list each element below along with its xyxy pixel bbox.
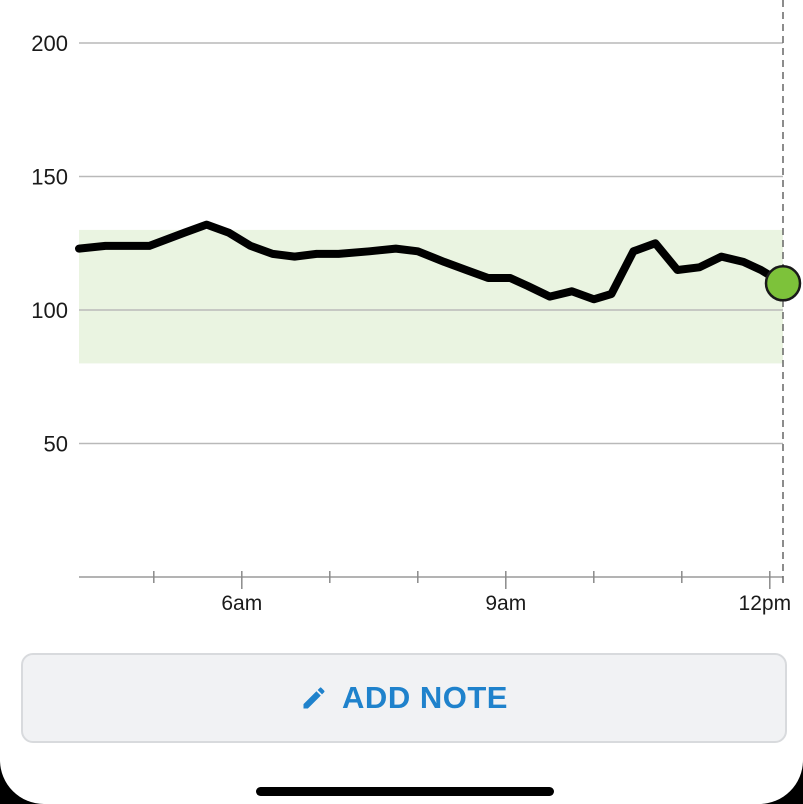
pencil-icon: [300, 684, 328, 712]
x-tick-label: 12pm: [739, 592, 792, 615]
current-reading-dot: [764, 265, 802, 302]
y-tick-label: 200: [31, 31, 68, 56]
y-tick-label: 50: [44, 432, 68, 457]
add-note-label: ADD NOTE: [342, 680, 508, 715]
y-tick-label: 100: [31, 298, 68, 323]
target-range-band: [79, 229, 783, 364]
x-tick-label: 6am: [221, 592, 262, 615]
glucose-chart: 200 150 100 50 6am 9am 12pm: [31, 0, 802, 615]
home-indicator: [256, 787, 554, 796]
glucose-series-line: [75, 220, 787, 304]
y-tick-label: 150: [31, 165, 68, 190]
x-tick-label: 9am: [485, 592, 526, 615]
add-note-button[interactable]: ADD NOTE: [21, 653, 787, 743]
